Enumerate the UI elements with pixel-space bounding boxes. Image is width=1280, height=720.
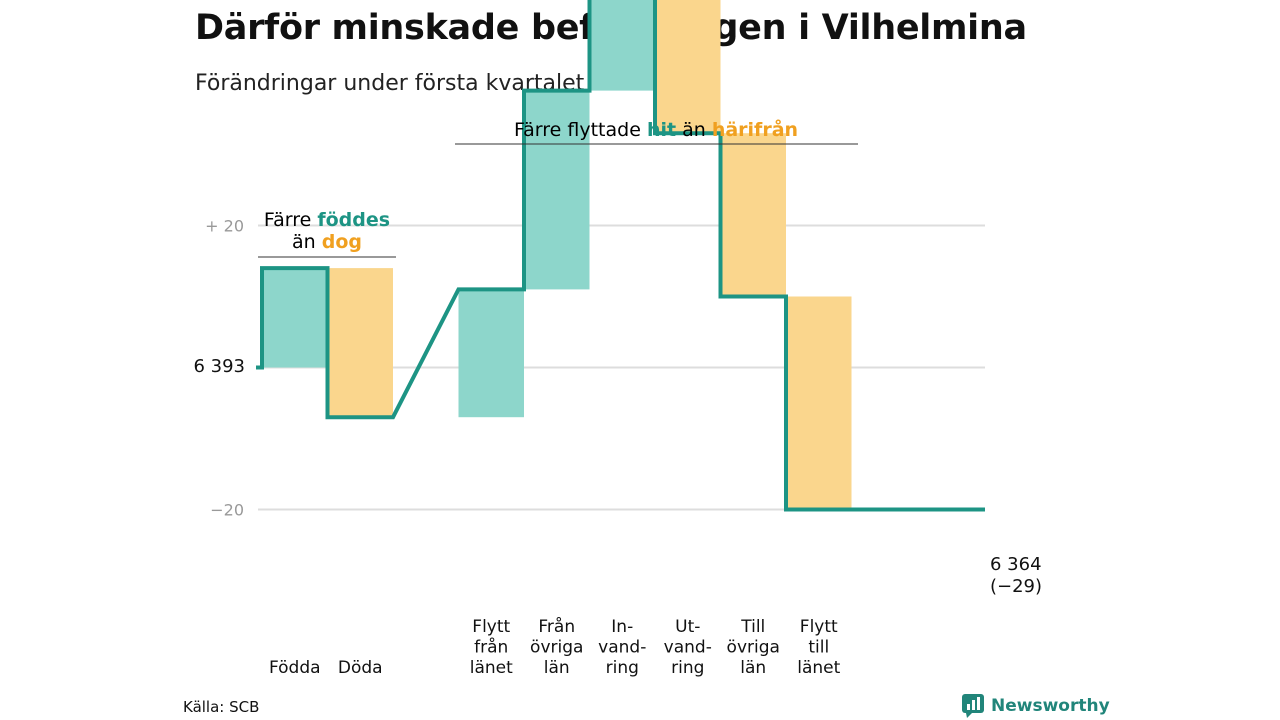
increase-bar [458,289,524,418]
increase-bar [589,0,655,91]
births-annotation-highlight: dog [322,231,362,253]
brand-logo: Newsworthy [962,694,1110,718]
increase-bar [262,268,328,368]
source-note: Källa: SCB [183,698,260,716]
moves-annotation-highlight: hit [647,119,676,141]
bars [262,0,852,510]
category-label: In-vand-ring [598,617,646,678]
end-change-label: (−29) [990,576,1042,597]
decrease-bar [327,268,393,418]
births-annotation-highlight: föddes [317,209,390,231]
births-annotation: Färre föddes än dog [258,209,396,258]
decrease-bar [786,296,852,510]
moves-annotation-highlight: härifrån [712,117,798,141]
moves-annotation-text: Färre flyttade [514,119,647,141]
end-value-label: 6 364 [990,554,1042,575]
brand-name: Newsworthy [991,696,1110,716]
decrease-bar [655,0,721,134]
births-annotation-line2: än dog [292,231,362,253]
moves-annotation-text: Färre flyttade hit än härifrån [514,117,798,141]
category-label: Till övriga län [727,617,780,678]
moves-annotation-text: än [676,119,712,141]
births-annotation-line1: Färre föddes [264,209,390,231]
running-total-line [256,0,985,512]
y-axis-ticks: + 20 −20 [205,217,244,520]
births-annotation-text: Färre [264,209,317,231]
category-label: Döda [338,658,383,678]
moves-annotation: Färre flyttade hit än härifrån [455,117,858,145]
births-annotation-text: än [292,231,322,253]
y-tick-label: −20 [210,501,244,520]
category-label: Ut-vand-ring [664,617,712,678]
category-label: Flytt från länet [470,617,513,678]
category-label: Födda [269,658,321,678]
category-label: Från övriga län [530,616,583,678]
decrease-bar [720,133,786,297]
start-value-label: 6 393 [193,356,245,377]
y-tick-label: + 20 [205,217,244,236]
newsworthy-logo-icon [962,694,984,718]
increase-bar [524,90,590,290]
category-label: Flytt till länet [797,617,840,678]
category-labels: Födda Döda Flytt från länet Från övriga län In-v… [269,616,841,678]
